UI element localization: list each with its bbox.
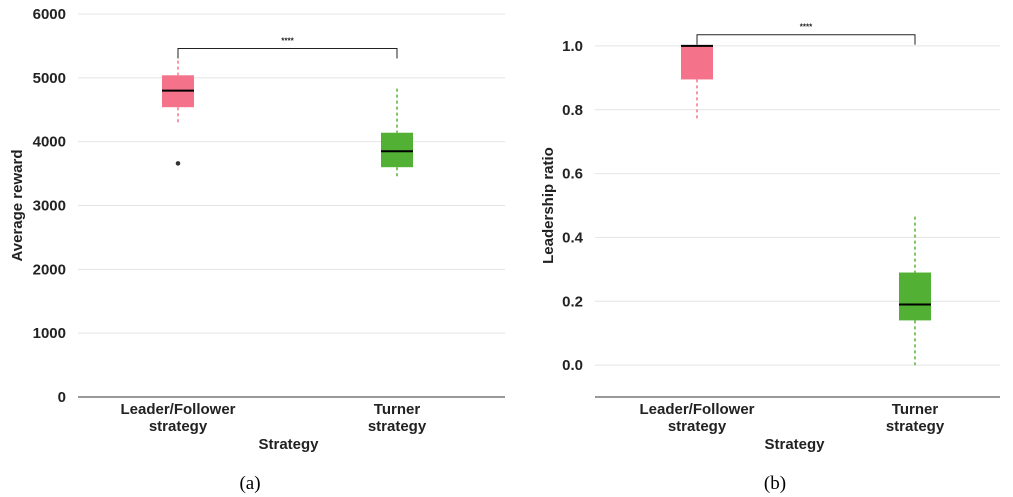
y-tick-label: 0.2 [562, 293, 583, 310]
x-tick-label: Turner [892, 401, 939, 418]
bracket-line [696, 34, 916, 45]
significance-label: **** [281, 36, 294, 45]
y-tick-label: 5000 [33, 70, 66, 87]
bracket-line [177, 47, 398, 59]
y-tick-label: 6000 [33, 6, 66, 23]
y-tick-label: 0 [58, 389, 66, 406]
y-tick-label: 0.6 [562, 166, 583, 183]
x-axis-label: Strategy [258, 436, 319, 453]
x-tick-label: Leader/Follower [120, 401, 235, 418]
box-2 [381, 88, 413, 179]
y-tick-label: 1.0 [562, 38, 583, 55]
box-1 [681, 44, 713, 121]
box-2 [899, 216, 931, 366]
y-tick-label: 0.4 [562, 229, 584, 246]
y-tick-label: 3000 [33, 198, 66, 215]
y-tick-label: 0.0 [562, 357, 583, 374]
x-tick-label: Turner [374, 401, 421, 418]
box-1 [162, 60, 194, 166]
y-tick-label: 4000 [33, 134, 66, 151]
significance-label: **** [800, 23, 813, 32]
chart-panel-2: 0.00.20.40.60.81.0Leader/Followerstrateg… [540, 23, 1000, 494]
box-iqr [899, 272, 931, 321]
x-tick-label: strategy [149, 418, 208, 435]
x-tick-label: strategy [368, 418, 427, 435]
x-axis-label: Strategy [764, 436, 825, 453]
x-tick-label: strategy [886, 418, 945, 435]
y-tick-label: 0.8 [562, 102, 583, 119]
y-tick-label: 1000 [33, 325, 66, 342]
panel-caption: (b) [764, 473, 786, 494]
significance-bracket: **** [177, 36, 398, 59]
outlier-point [175, 161, 181, 166]
box-iqr [381, 132, 413, 168]
x-tick-label: Leader/Follower [639, 401, 754, 418]
chart-panel-1: 0 1000 2000 3000 4000 5000 6000 Leader/Follower… [9, 6, 505, 494]
significance-bracket: **** [696, 23, 916, 45]
x-tick-label: strategy [668, 418, 727, 435]
panel-caption: (a) [239, 473, 260, 494]
y-axis-label: Average reward [9, 149, 26, 261]
y-axis-label: Leadership ratio [540, 147, 557, 264]
y-tick-label: 2000 [33, 261, 66, 278]
box-iqr [681, 45, 713, 80]
